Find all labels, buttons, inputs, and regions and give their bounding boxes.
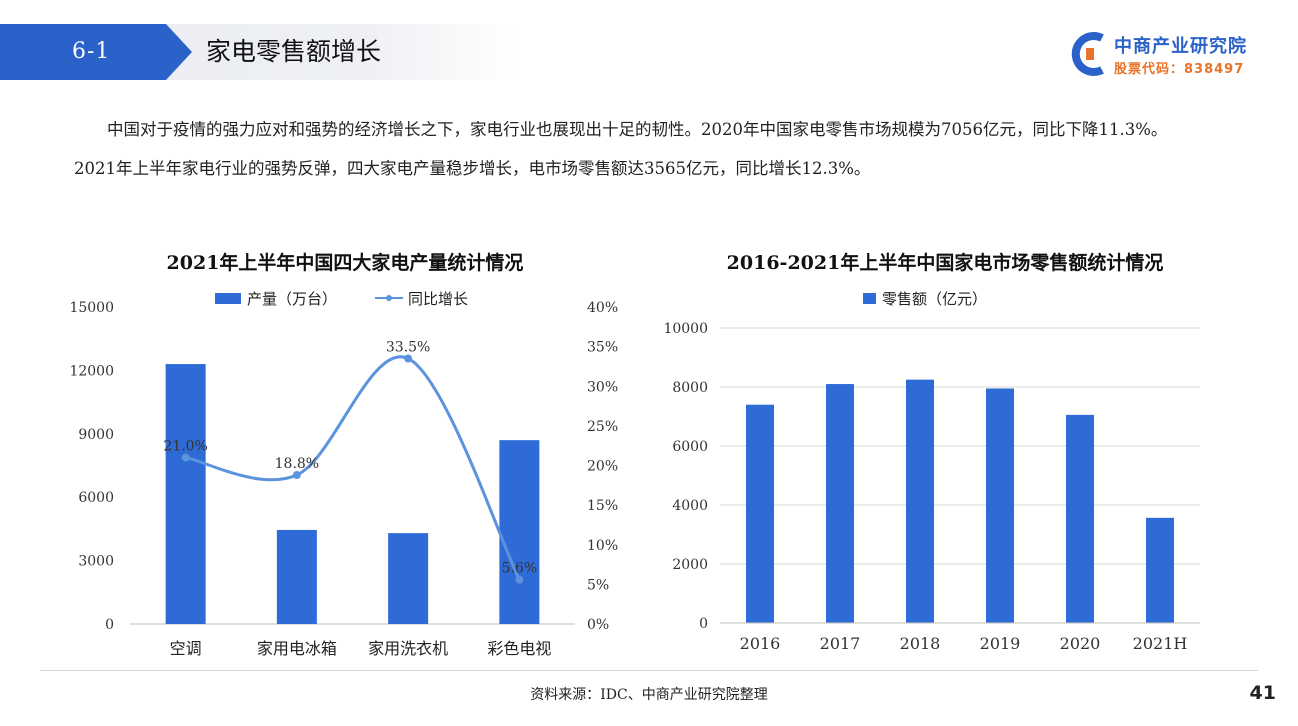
right-y-tick-label: 0% — [587, 617, 609, 633]
production-bar — [276, 529, 317, 624]
growth-data-label: 21.0% — [163, 439, 207, 455]
right-y-tick-label: 40% — [587, 300, 618, 316]
right-y-tick-label: 15% — [587, 498, 618, 514]
left-y-tick-label: 0 — [105, 617, 114, 633]
chart1-title: 2021年上半年中国四大家电产量统计情况 — [166, 252, 524, 274]
left-y-tick-label: 3000 — [78, 554, 114, 570]
retail-sales-bar — [1146, 517, 1174, 623]
chart2-title: 2016-2021年上半年中国家电市场零售额统计情况 — [726, 252, 1164, 274]
page-number: 41 — [1249, 682, 1276, 704]
legend-line-marker — [386, 295, 392, 301]
growth-point — [181, 453, 190, 462]
retail-sales-bar — [826, 384, 854, 623]
year-label: 2017 — [820, 634, 861, 653]
category-label: 家用洗衣机 — [368, 639, 448, 658]
y-tick-label: 4000 — [672, 498, 708, 514]
right-y-tick-label: 10% — [587, 538, 618, 554]
production-bar — [165, 364, 206, 624]
left-y-tick-label: 15000 — [69, 300, 114, 316]
legend-bar-swatch — [863, 293, 876, 304]
page-title: 家电零售额增长 — [206, 37, 382, 66]
category-label: 空调 — [170, 639, 202, 658]
logo-mark-icon — [1071, 32, 1104, 76]
logo-name: 中商产业研究院 — [1114, 36, 1247, 57]
retail-sales-bar — [1066, 414, 1094, 623]
retail-sales-bar — [986, 388, 1014, 623]
growth-data-label: 18.8% — [275, 456, 319, 472]
growth-line — [185, 355, 521, 581]
year-label: 2021H — [1133, 634, 1188, 653]
growth-point — [292, 471, 301, 480]
growth-point — [515, 575, 524, 584]
growth-data-label: 33.5% — [386, 340, 430, 356]
right-y-tick-label: 5% — [587, 577, 609, 593]
legend-line-label: 同比增长 — [408, 290, 468, 308]
category-label: 彩色电视 — [487, 639, 551, 658]
category-label: 家用电冰箱 — [257, 639, 337, 658]
retail-sales-chart: 零售额（亿元） 0 2000 4000 6000 8000 10000 2016 2017 20… — [663, 290, 1200, 653]
y-tick-label: 2000 — [672, 557, 708, 573]
year-label: 2018 — [900, 634, 941, 653]
source-note: 资料来源：IDC、中商产业研究院整理 — [530, 687, 768, 703]
production-bar — [388, 533, 429, 624]
legend-bar-label: 零售额（亿元） — [882, 290, 987, 308]
retail-sales-bar — [746, 404, 774, 623]
production-chart: 产量（万台） 同比增长 0 3000 6000 9000 12000 15000 0% 5% 1… — [69, 290, 618, 658]
growth-point — [404, 354, 413, 363]
left-y-tick-label: 12000 — [69, 363, 114, 379]
intro-paragraph: 中国对于疫情的强力应对和强势的经济增长之下，家电行业也展现出十足的韧性。2020… — [74, 120, 1168, 178]
production-bar — [499, 440, 540, 624]
y-tick-label: 8000 — [672, 380, 708, 396]
section-number-tag: 6-1 — [0, 24, 192, 80]
year-label: 2019 — [980, 634, 1021, 653]
legend-bar-label: 产量（万台） — [247, 290, 337, 308]
y-tick-label: 6000 — [672, 439, 708, 455]
year-label: 2016 — [740, 634, 781, 653]
retail-sales-bar — [906, 379, 934, 623]
right-y-tick-label: 20% — [587, 459, 618, 475]
growth-data-label: 5.6% — [502, 561, 538, 577]
chart1-legend: 产量（万台） 同比增长 — [215, 290, 468, 308]
intro-text: 中国对于疫情的强力应对和强势的经济增长之下，家电行业也展现出十足的韧性。2020… — [74, 110, 1204, 188]
left-y-tick-label: 9000 — [78, 427, 114, 443]
y-tick-label: 10000 — [663, 321, 708, 337]
left-y-tick-label: 6000 — [78, 490, 114, 506]
company-logo: 中商产业研究院 股票代码：838497 — [1070, 28, 1260, 80]
right-y-tick-label: 35% — [587, 340, 618, 356]
logo-stock-code: 股票代码：838497 — [1114, 62, 1245, 77]
legend-bar-swatch — [215, 293, 241, 304]
right-y-tick-label: 25% — [587, 419, 618, 435]
chart2-legend: 零售额（亿元） — [863, 290, 987, 308]
footer-divider — [40, 670, 1258, 671]
year-label: 2020 — [1060, 634, 1101, 653]
right-y-tick-label: 30% — [587, 379, 618, 395]
y-tick-label: 0 — [699, 616, 708, 632]
